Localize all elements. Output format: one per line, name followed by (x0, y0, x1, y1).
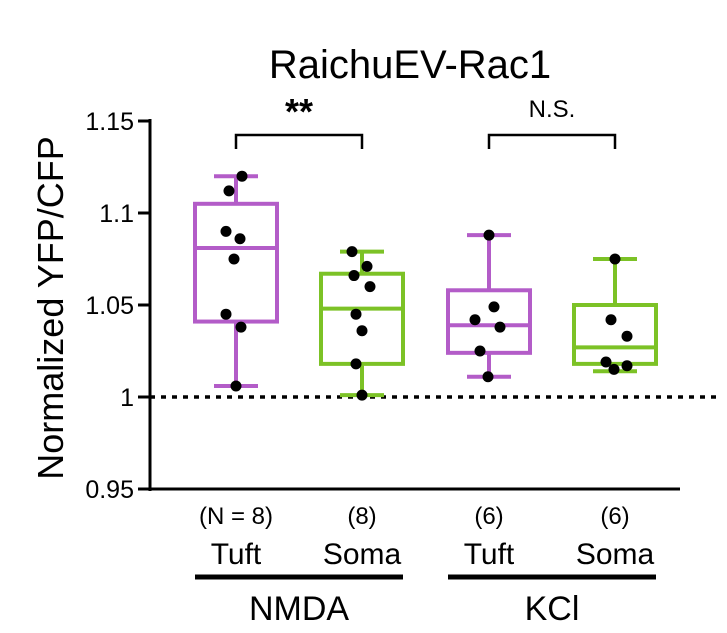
data-point (350, 308, 362, 320)
significance-bracket (234, 133, 364, 149)
category-label: Soma (576, 538, 655, 571)
iqr-box (193, 201, 279, 324)
data-point (235, 321, 247, 333)
data-point (230, 380, 242, 392)
data-point (364, 281, 376, 293)
y-tick-label: 1 (120, 384, 134, 412)
data-point (621, 330, 633, 342)
data-point (228, 253, 240, 265)
y-tick-label: 1.1 (99, 200, 134, 228)
data-point (350, 358, 362, 370)
data-point (361, 260, 373, 272)
data-point (356, 389, 368, 401)
data-point (494, 321, 506, 333)
data-point (482, 371, 494, 383)
iqr-box (446, 288, 532, 355)
data-point (609, 253, 621, 265)
data-point (474, 345, 486, 357)
category-label: Tuft (211, 538, 262, 571)
significance-bracket (487, 133, 617, 149)
iqr-box (319, 271, 405, 366)
significance-label: ** (285, 91, 313, 132)
data-point (605, 314, 617, 326)
sample-size-label: (8) (347, 503, 376, 530)
data-point (600, 356, 612, 368)
data-point (346, 246, 358, 258)
plot-area: 0.95 1 1.05 1.1 1.15 (N = 8) Tuft (8) Soma (6) Tuf… (85, 91, 718, 628)
data-point (234, 233, 246, 245)
data-point (223, 185, 235, 197)
y-tick-label: 0.95 (85, 476, 134, 504)
y-axis-label: Normalized YFP/CFP (30, 136, 71, 479)
data-point (488, 301, 500, 313)
data-point (236, 170, 248, 182)
data-point (483, 229, 495, 241)
data-point (469, 314, 481, 326)
category-label: Soma (323, 538, 402, 571)
sample-size-label: (6) (600, 503, 629, 530)
data-point (220, 308, 232, 320)
group-label: KCl (525, 590, 580, 628)
significance-label: N.S. (529, 96, 576, 123)
sample-size-label: (N = 8) (199, 503, 273, 530)
iqr-box (572, 303, 658, 366)
sample-size-label: (6) (474, 503, 503, 530)
data-point (348, 270, 360, 282)
chart-title: RaichuEV-Rac1 (269, 43, 551, 87)
data-point (220, 225, 232, 237)
data-point (608, 363, 620, 375)
category-label: Tuft (464, 538, 515, 571)
data-point (356, 325, 368, 337)
data-point (621, 360, 633, 372)
y-tick-label: 1.15 (85, 108, 134, 136)
y-tick-label: 1.05 (85, 292, 134, 320)
group-label: NMDA (249, 590, 349, 628)
